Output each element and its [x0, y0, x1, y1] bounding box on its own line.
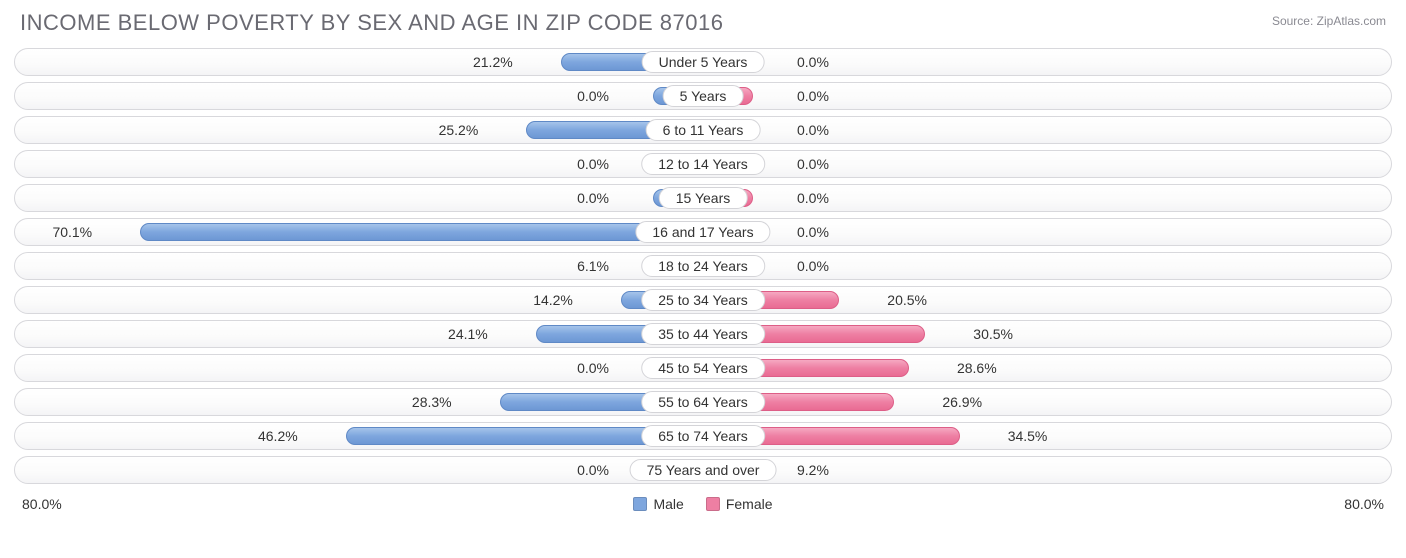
- axis-max-right: 80.0%: [1344, 496, 1384, 512]
- male-value-label: 21.2%: [473, 54, 513, 70]
- header: INCOME BELOW POVERTY BY SEX AND AGE IN Z…: [0, 0, 1406, 42]
- chart-row: 25.2% 0.0% 6 to 11 Years: [14, 116, 1392, 144]
- age-group-label: 75 Years and over: [630, 459, 777, 481]
- male-half: 46.2%: [15, 423, 703, 449]
- chart-row: 0.0% 0.0% 12 to 14 Years: [14, 150, 1392, 178]
- male-value-label: 28.3%: [412, 394, 452, 410]
- axis-max-left: 80.0%: [22, 496, 62, 512]
- legend: Male Female: [633, 496, 772, 512]
- male-value-label: 0.0%: [577, 462, 609, 478]
- female-half: 0.0%: [703, 185, 1391, 211]
- legend-male-label: Male: [653, 496, 683, 512]
- age-group-label: 5 Years: [663, 85, 744, 107]
- chart-row: 24.1% 30.5% 35 to 44 Years: [14, 320, 1392, 348]
- female-half: 30.5%: [703, 321, 1391, 347]
- chart-row: 28.3% 26.9% 55 to 64 Years: [14, 388, 1392, 416]
- male-half: 0.0%: [15, 151, 703, 177]
- female-value-label: 0.0%: [797, 224, 829, 240]
- chart-row: 0.0% 9.2% 75 Years and over: [14, 456, 1392, 484]
- male-half: 0.0%: [15, 185, 703, 211]
- male-value-label: 46.2%: [258, 428, 298, 444]
- legend-male: Male: [633, 496, 683, 512]
- chart-title: INCOME BELOW POVERTY BY SEX AND AGE IN Z…: [20, 10, 723, 36]
- diverging-bar-chart: 21.2% 0.0% Under 5 Years 0.0% 0.0% 5 Years 25.…: [0, 48, 1406, 484]
- female-swatch-icon: [706, 497, 720, 511]
- chart-row: 70.1% 0.0% 16 and 17 Years: [14, 218, 1392, 246]
- female-value-label: 28.6%: [957, 360, 997, 376]
- male-value-label: 6.1%: [577, 258, 609, 274]
- male-value-label: 25.2%: [439, 122, 479, 138]
- chart-row: 14.2% 20.5% 25 to 34 Years: [14, 286, 1392, 314]
- female-value-label: 0.0%: [797, 122, 829, 138]
- female-value-label: 34.5%: [1008, 428, 1048, 444]
- age-group-label: 18 to 24 Years: [641, 255, 765, 277]
- chart-row: 46.2% 34.5% 65 to 74 Years: [14, 422, 1392, 450]
- female-half: 0.0%: [703, 219, 1391, 245]
- male-value-label: 0.0%: [577, 156, 609, 172]
- male-half: 0.0%: [15, 83, 703, 109]
- male-swatch-icon: [633, 497, 647, 511]
- male-half: 21.2%: [15, 49, 703, 75]
- male-half: 25.2%: [15, 117, 703, 143]
- female-value-label: 26.9%: [942, 394, 982, 410]
- female-half: 20.5%: [703, 287, 1391, 313]
- male-value-label: 14.2%: [533, 292, 573, 308]
- female-half: 0.0%: [703, 253, 1391, 279]
- male-half: 14.2%: [15, 287, 703, 313]
- female-value-label: 0.0%: [797, 258, 829, 274]
- male-value-label: 0.0%: [577, 88, 609, 104]
- female-half: 26.9%: [703, 389, 1391, 415]
- male-value-label: 0.0%: [577, 190, 609, 206]
- age-group-label: 35 to 44 Years: [641, 323, 765, 345]
- chart-row: 0.0% 0.0% 5 Years: [14, 82, 1392, 110]
- age-group-label: Under 5 Years: [642, 51, 765, 73]
- female-half: 0.0%: [703, 151, 1391, 177]
- legend-female-label: Female: [726, 496, 773, 512]
- female-half: 0.0%: [703, 49, 1391, 75]
- female-value-label: 0.0%: [797, 88, 829, 104]
- chart-row: 0.0% 0.0% 15 Years: [14, 184, 1392, 212]
- female-half: 9.2%: [703, 457, 1391, 483]
- female-value-label: 0.0%: [797, 190, 829, 206]
- female-value-label: 0.0%: [797, 54, 829, 70]
- age-group-label: 6 to 11 Years: [646, 119, 761, 141]
- female-value-label: 20.5%: [887, 292, 927, 308]
- source-attribution: Source: ZipAtlas.com: [1272, 14, 1386, 28]
- male-value-label: 24.1%: [448, 326, 488, 342]
- chart-row: 0.0% 28.6% 45 to 54 Years: [14, 354, 1392, 382]
- female-half: 34.5%: [703, 423, 1391, 449]
- female-value-label: 9.2%: [797, 462, 829, 478]
- age-group-label: 25 to 34 Years: [641, 289, 765, 311]
- female-half: 0.0%: [703, 83, 1391, 109]
- axis-row: 80.0% Male Female 80.0%: [0, 490, 1406, 512]
- male-half: 28.3%: [15, 389, 703, 415]
- female-value-label: 0.0%: [797, 156, 829, 172]
- age-group-label: 45 to 54 Years: [641, 357, 765, 379]
- age-group-label: 12 to 14 Years: [641, 153, 765, 175]
- male-half: 0.0%: [15, 457, 703, 483]
- male-half: 24.1%: [15, 321, 703, 347]
- age-group-label: 16 and 17 Years: [635, 221, 770, 243]
- male-value-label: 70.1%: [52, 224, 92, 240]
- male-half: 6.1%: [15, 253, 703, 279]
- male-half: 0.0%: [15, 355, 703, 381]
- legend-female: Female: [706, 496, 773, 512]
- age-group-label: 65 to 74 Years: [641, 425, 765, 447]
- male-half: 70.1%: [15, 219, 703, 245]
- female-half: 28.6%: [703, 355, 1391, 381]
- female-value-label: 30.5%: [973, 326, 1013, 342]
- female-half: 0.0%: [703, 117, 1391, 143]
- chart-row: 21.2% 0.0% Under 5 Years: [14, 48, 1392, 76]
- male-value-label: 0.0%: [577, 360, 609, 376]
- age-group-label: 15 Years: [659, 187, 748, 209]
- age-group-label: 55 to 64 Years: [641, 391, 765, 413]
- chart-row: 6.1% 0.0% 18 to 24 Years: [14, 252, 1392, 280]
